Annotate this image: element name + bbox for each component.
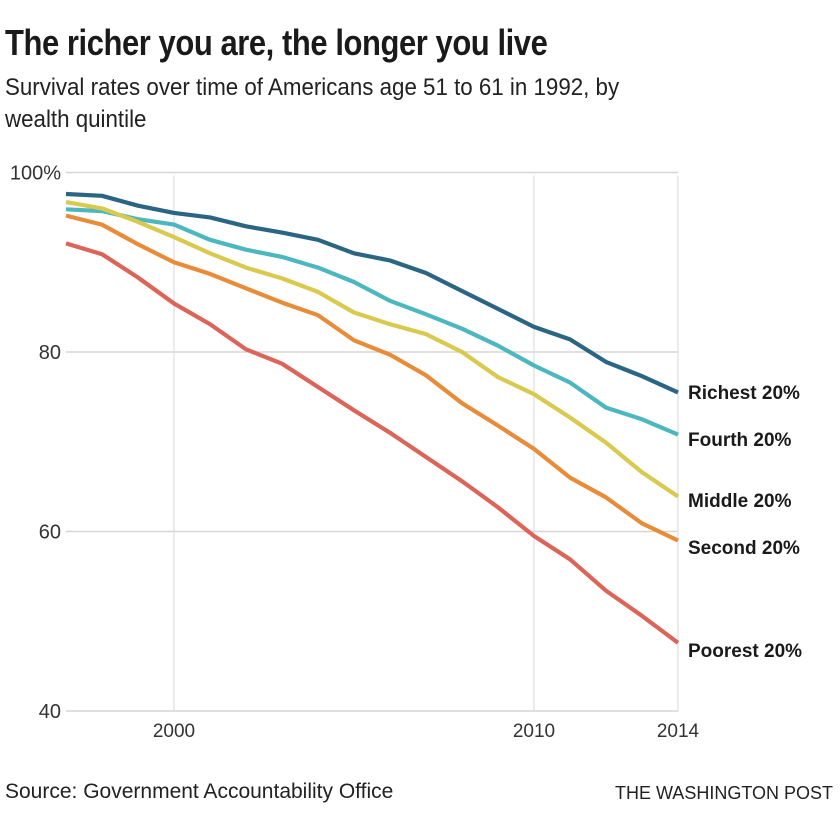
chart-title: The richer you are, the longer you live <box>5 22 548 63</box>
horizontal-gridlines <box>66 171 678 712</box>
y-tick-label: 100% <box>10 163 61 185</box>
x-tick-label: 2014 <box>657 721 700 742</box>
subtitle-line-2: wealth quintile <box>5 106 147 133</box>
y-tick-label: 60 <box>39 522 61 544</box>
series-label-richest-20: Richest 20% <box>688 383 800 404</box>
series-label-second-20: Second 20% <box>688 538 800 559</box>
series-line-poorest-20 <box>65 241 680 645</box>
subtitle-line-1: Survival rates over time of Americans ag… <box>5 74 620 101</box>
series-label-poorest-20: Poorest 20% <box>688 641 802 662</box>
series-line-fourth-20 <box>65 207 679 437</box>
series-line-richest-20 <box>65 191 679 395</box>
y-tick-label: 80 <box>39 342 61 364</box>
series-labels: Richest 20% Fourth 20% Middle 20% Second 20… <box>688 383 802 662</box>
series-label-middle-20: Middle 20% <box>688 491 792 512</box>
series-lines <box>65 191 680 645</box>
chart-subtitle: Survival rates over time of Americans ag… <box>5 72 805 136</box>
vertical-gridlines <box>173 175 679 711</box>
series-label-fourth-20: Fourth 20% <box>688 430 792 451</box>
x-axis-tick-labels: 2000 2010 2014 <box>153 721 700 742</box>
y-tick-label: 40 <box>39 701 61 723</box>
y-axis-tick-labels: 100% 80 60 40 <box>10 163 61 724</box>
series-line-second-20 <box>65 213 679 543</box>
series-line-middle-20 <box>65 200 680 499</box>
publisher-credit: THE WASHINGTON POST <box>614 783 833 803</box>
x-tick-label: 2010 <box>513 721 555 742</box>
source-note: Source: Government Accountability Office <box>5 780 394 803</box>
x-tick-label: 2000 <box>153 721 195 742</box>
